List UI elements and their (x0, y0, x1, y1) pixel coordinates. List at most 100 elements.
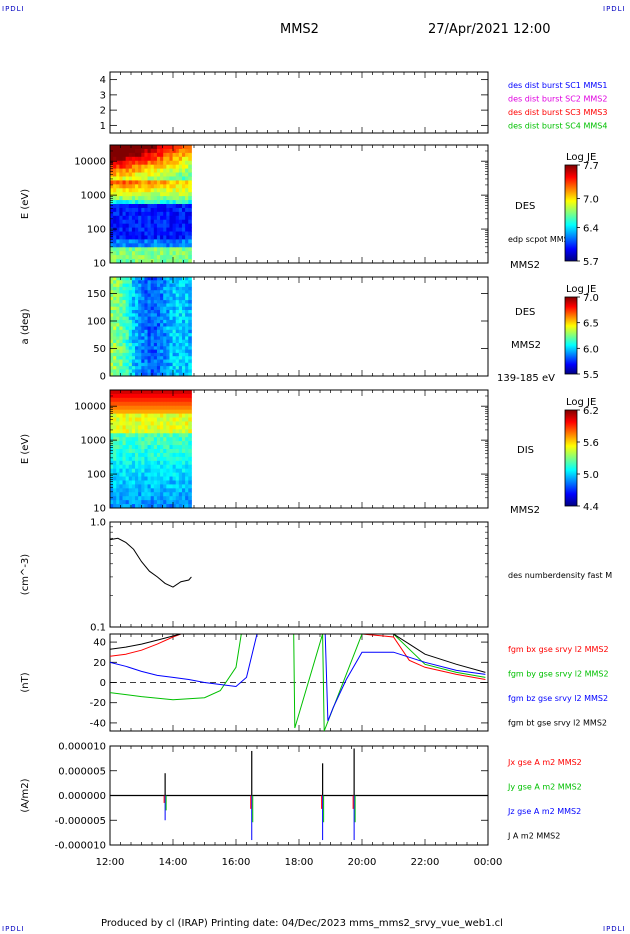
des-energy-heatmap-cell (138, 255, 142, 260)
des-pitch-heatmap-cell (122, 326, 127, 331)
dis-energy-heatmap-cell (138, 492, 142, 497)
dis-energy-heatmap-cell (188, 421, 192, 426)
des-energy-heatmap-cell (138, 247, 142, 252)
des-energy-heatmap-cell (138, 243, 142, 248)
dis-energy-heatmap-cell (163, 496, 167, 501)
des-energy-heatmap-cell (122, 219, 127, 225)
des-energy-heatmap-cell (135, 200, 139, 205)
des-pitch-heatmap-cell (153, 306, 158, 311)
dis-energy-heatmap-cell (178, 393, 183, 399)
des-pitch-heatmap-cell (150, 316, 155, 321)
des-energy-heatmap-cell (166, 251, 170, 256)
des-energy-heatmap-cell (150, 207, 155, 213)
des-energy-heatmap-cell (131, 231, 136, 236)
time-axis-label: 16:00 (222, 857, 251, 868)
des-pitch-heatmap-cell (144, 359, 149, 364)
des-energy-heatmap-cell (116, 211, 120, 217)
des-energy-heatmap-cell (116, 164, 120, 170)
dis-energy-heatmap-cell (131, 441, 136, 446)
dis-energy-heatmap-cell (116, 456, 120, 462)
des-pitch-heatmap-cell (185, 296, 189, 301)
dis-energy-heatmap-cell (122, 405, 127, 411)
des-energy-heatmap-cell (135, 227, 139, 233)
des-pitch-heatmap-cell (147, 280, 152, 285)
des-pitch-heatmap-cell (153, 326, 158, 331)
des-pitch-heatmap-cell (172, 300, 177, 304)
des-energy-heatmap-cell (160, 192, 164, 197)
dis-energy-heatmap-cells (110, 390, 192, 509)
des-pitch-heatmap-cell (150, 369, 155, 374)
des-energy-heatmap-cell (135, 164, 139, 170)
des-energy-heatmap-cell (160, 259, 164, 264)
des-energy-heatmap-cell (135, 219, 139, 225)
des-energy-heatmap-cell (144, 223, 149, 229)
dis-energy-heatmap-cell (156, 492, 161, 497)
des-pitch-heatmap-cell (153, 362, 158, 367)
des-energy-heatmap-cell (141, 239, 145, 244)
des-pitch-heatmap-cell (188, 326, 192, 331)
dis-energy-heatmap-cell (141, 472, 145, 478)
dis-energy-heatmap-cell (131, 468, 136, 474)
des-energy-heatmap-cell (153, 148, 158, 154)
dis-energy-heatmap-cell (125, 449, 130, 454)
des-pitch-heatmap-cell (188, 286, 192, 291)
dis-energy-heatmap-cell (144, 468, 149, 474)
des-energy-heatmap-cell (141, 192, 145, 197)
dis-energy-heatmap-cell (113, 405, 117, 411)
des-energy-heatmap-cell (125, 188, 130, 193)
dis-energy-heatmap-cell (166, 425, 170, 430)
dis-energy-heatmap-cell (172, 460, 177, 466)
des-energy-heatmap-cell (163, 168, 167, 174)
des-pitch-heatmap-cell (113, 339, 117, 344)
dis-energy-heatmap-cell (185, 492, 189, 497)
des-pitch-heatmap-cell (116, 300, 120, 304)
des-energy-heatmap-cell (172, 148, 177, 154)
dis-energy-heatmap-cell (116, 393, 120, 399)
dis-energy-heatmap-cell (131, 433, 136, 438)
des-pitch-heatmap-cell (131, 369, 136, 374)
des-pitch-heatmap-cell (131, 346, 136, 351)
dis-energy-heatmap-cell (122, 421, 127, 426)
des-energy-heatmap-cell (150, 164, 155, 170)
des-energy-heatmap-cell (181, 227, 186, 233)
des-energy-heatmap-cell (116, 156, 120, 162)
des-energy-heatmap-cell (172, 188, 177, 193)
dis-energy-heatmap-cell (178, 429, 183, 434)
des-energy-heatmap-cell (131, 152, 136, 158)
des-pitch-heatmap-cell (138, 316, 142, 321)
dis-energy-heatmap-cell (122, 390, 127, 395)
dis-energy-heatmap-cell (125, 484, 130, 489)
des-energy-heatmap-cell (119, 247, 124, 252)
des-pitch-heatmap-cell (113, 362, 117, 367)
dis-energy-heatmap-cell (185, 464, 189, 470)
des-energy-heatmap-cell (178, 239, 183, 244)
dis-energy-heatmap-cell (172, 468, 177, 474)
dis-energy-heatmap-cell (172, 449, 177, 454)
des-pitch-heatmap-cell (122, 339, 127, 344)
des-energy-heatmap-cell (135, 239, 139, 244)
dis-energy-heatmap-cell (160, 484, 164, 489)
des-pitch-heatmap-cell (119, 329, 124, 334)
des-pitch-heatmap-cell (188, 346, 192, 351)
des-pitch-heatmap-cell (153, 283, 158, 288)
des-energy-heatmap-cell (150, 156, 155, 162)
dis-energy-heatmap-cell (135, 460, 139, 466)
des-energy-heatmap-cell (122, 168, 127, 174)
des-pitch-heatmap-cell (181, 339, 186, 344)
dis-energy-heatmap-cell (156, 476, 161, 481)
des-pitch-heatmap-cell (119, 303, 124, 308)
dis-energy-heatmap-cell (163, 480, 167, 485)
des-pitch-heatmap-cell (141, 336, 145, 341)
dis-energy-heatmap-cell (172, 504, 177, 509)
des-pitch-heatmap-cell (178, 290, 183, 294)
des-energy-heatmap-cell (125, 200, 130, 205)
des-pitch-heatmap-cell (163, 323, 167, 327)
dis-energy-heatmap-cell (188, 401, 192, 407)
des-pitch-heatmap-cell (181, 349, 186, 354)
des-energy-heatmap-cell (113, 207, 117, 213)
des-pitch-heatmap-cell (113, 326, 117, 331)
des-energy-heatmap-cell (160, 188, 164, 193)
des-energy-heatmap-cell (163, 223, 167, 229)
dis-energy-heatmap-cell (122, 429, 127, 434)
des-pitch-heatmap-cell (153, 319, 158, 324)
